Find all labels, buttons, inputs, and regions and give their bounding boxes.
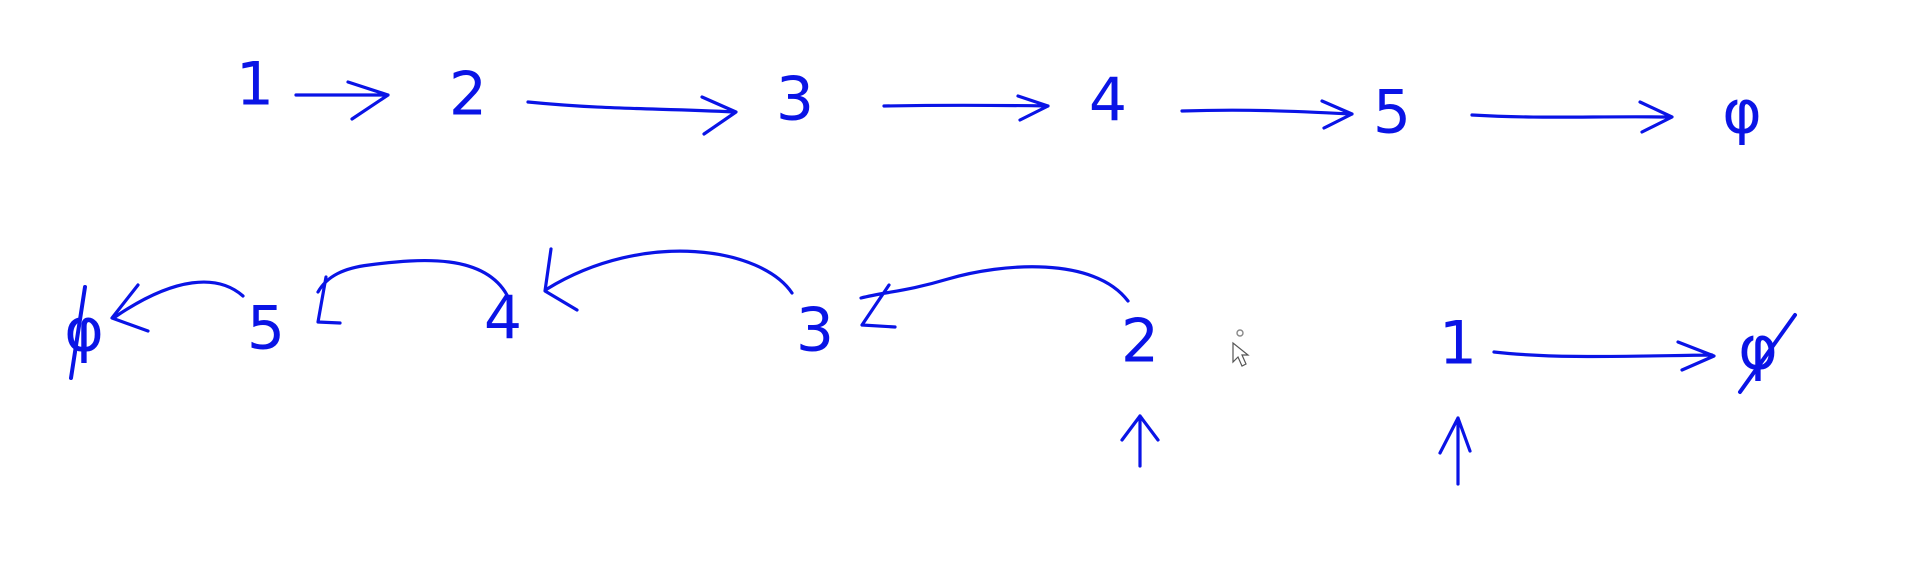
top-arrow-2-to-3 [526,95,738,136]
reverse-arrow-4-to-5 [316,259,509,325]
top-node-2: 2 [449,60,487,130]
remaining-node-1: 1 [1439,309,1477,379]
reversed-node-phi: φ [64,296,104,366]
reversed-node-4: 4 [484,284,522,354]
reverse-arrow-3-to-4 [543,247,794,312]
reversed-node-5: 5 [247,294,285,364]
top-node-4: 4 [1089,66,1127,136]
pointer-arrow-under-1 [1438,416,1472,486]
top-arrow-4-to-5 [1180,99,1354,130]
top-node-phi: φ [1722,78,1762,148]
reversed-phi-strike [69,285,87,380]
reverse-arrow-5-to-phi [110,280,245,333]
pointer-arrow-under-2 [1120,414,1160,468]
top-node-1: 1 [236,50,274,120]
top-arrow-1-to-2 [294,80,390,121]
mouse-cursor-icon [1232,329,1250,367]
remaining-arrow-1-to-phi [1492,340,1716,372]
top-node-3: 3 [776,65,814,135]
reversed-node-3: 3 [796,296,834,366]
top-node-5: 5 [1373,78,1411,148]
remaining-phi-strike [1738,313,1797,394]
top-arrow-3-to-4 [882,94,1050,122]
top-row-linked-list: 1 2 3 4 5 φ [236,50,1762,148]
top-arrow-5-to-phi [1470,100,1674,134]
bottom-row-reversal-state: φ 5 4 3 2 1 φ [64,247,1797,486]
reverse-arrow-2-to-3 [859,265,1130,329]
cursor-center-dot [1236,329,1244,337]
reversed-node-2: 2 [1121,307,1159,377]
cursor-arrow-shape [1232,341,1250,367]
